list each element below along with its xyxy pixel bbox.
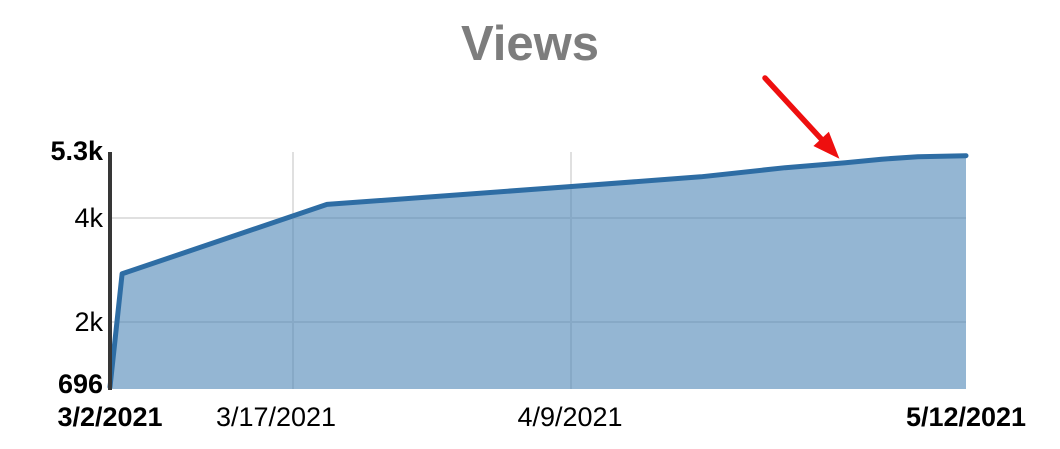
annotation-arrow-shaft [762,75,827,145]
y-tick-label: 4k [74,203,103,233]
annotation-arrow-head [813,131,840,159]
x-tick-label: 4/9/2021 [517,402,622,432]
chart-title: Views [460,17,600,71]
y-tick-label: 2k [74,307,103,337]
y-tick-label: 696 [58,369,103,399]
x-tick-label: 5/12/2021 [906,402,1026,432]
views-area [110,155,966,389]
x-tick-label: 3/17/2021 [216,402,336,432]
x-tick-label: 3/2/2021 [57,402,162,432]
y-tick-label: 5.3k [50,136,104,166]
views-line [107,153,969,390]
